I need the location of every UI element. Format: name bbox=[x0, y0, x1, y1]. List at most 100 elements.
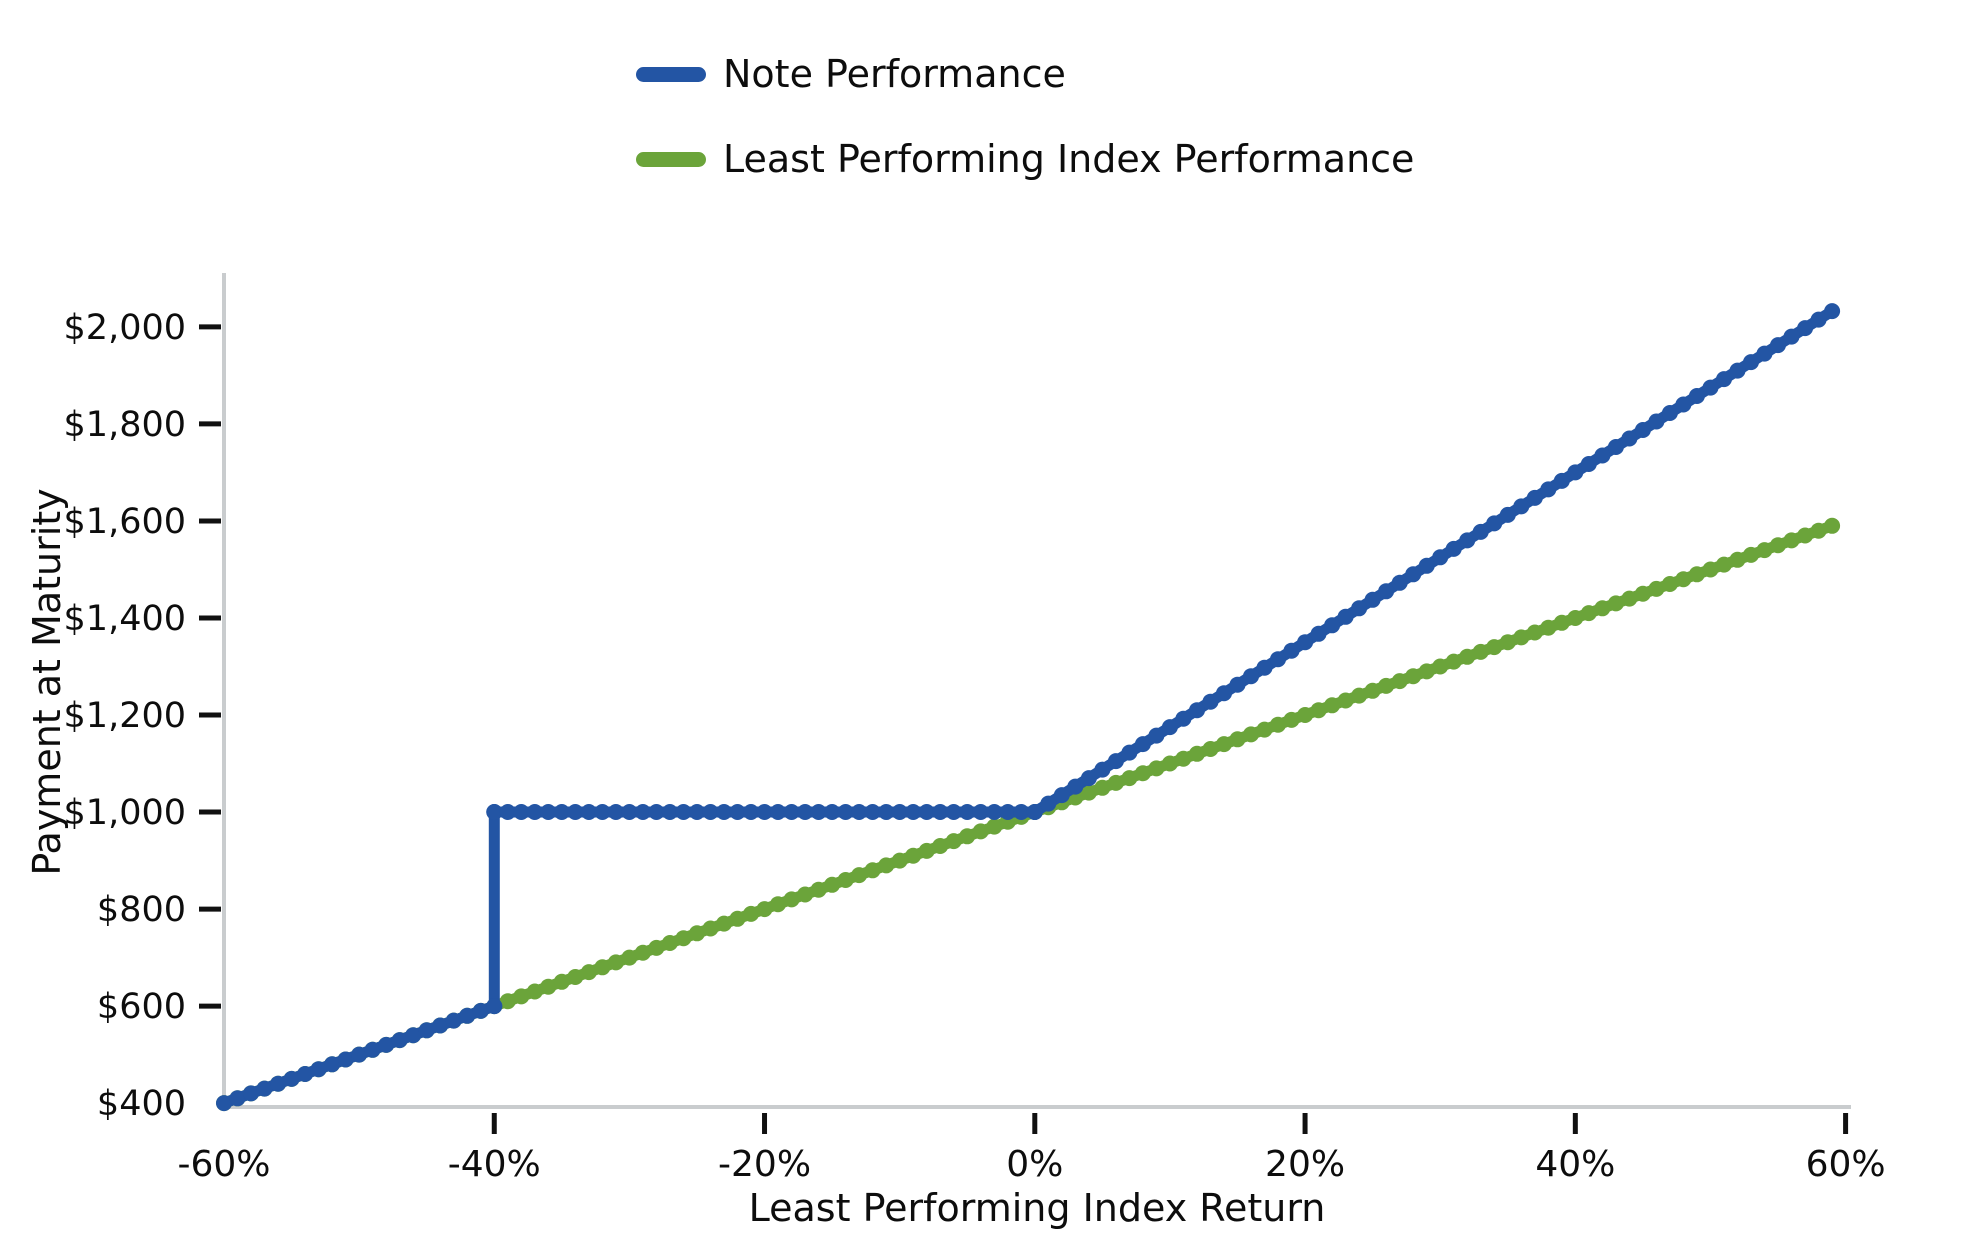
least-performing-index-performance-marker bbox=[648, 939, 665, 956]
note-performance-marker bbox=[1499, 506, 1516, 523]
note-performance-marker bbox=[351, 1046, 368, 1063]
note-performance-marker bbox=[729, 804, 746, 820]
note-performance-marker bbox=[999, 804, 1016, 820]
least-performing-index-performance-marker bbox=[702, 920, 719, 937]
note-performance-marker bbox=[310, 1061, 327, 1078]
note-performance-marker bbox=[1567, 464, 1584, 481]
least-performing-index-performance-marker bbox=[1391, 673, 1408, 690]
note-performance-marker bbox=[810, 804, 827, 820]
least-performing-index-performance-marker bbox=[1107, 774, 1124, 791]
y-tick-label: $1,400 bbox=[64, 599, 186, 639]
x-axis-ticks: -60% -40% -20% 0% 20% 40% 60% bbox=[177, 1113, 1886, 1185]
note-performance-marker bbox=[445, 1012, 462, 1029]
least-performing-index-performance-marker bbox=[810, 881, 827, 898]
least-performing-index-performance-marker bbox=[1553, 614, 1570, 631]
note-performance-marker bbox=[1743, 354, 1759, 371]
note-performance-marker bbox=[486, 998, 503, 1015]
note-performance-marker bbox=[256, 1080, 273, 1097]
least-performing-index-performance-marker bbox=[594, 959, 611, 976]
note-performance-marker bbox=[405, 1027, 422, 1044]
x-tick-label: -20% bbox=[718, 1144, 811, 1185]
least-performing-index-performance-marker bbox=[1459, 648, 1476, 665]
least-performing-index-performance-marker bbox=[1607, 595, 1624, 612]
note-performance-marker bbox=[1607, 439, 1624, 455]
note-performance-marker bbox=[1702, 379, 1719, 396]
x-tick-label: -40% bbox=[448, 1144, 541, 1185]
legend-item-index-performance: Least Performing Index Performance bbox=[636, 138, 1414, 180]
note-performance-marker bbox=[216, 1095, 232, 1112]
legend-item-note-performance: Note Performance bbox=[636, 53, 1414, 95]
note-performance-marker bbox=[945, 804, 962, 820]
least-performing-index-performance-marker bbox=[1729, 551, 1746, 568]
note-performance-marker bbox=[364, 1041, 381, 1058]
note-performance-marker bbox=[324, 1056, 341, 1073]
note-performance-marker bbox=[661, 804, 678, 820]
note-performance-marker bbox=[1783, 328, 1800, 345]
note-performance-marker bbox=[716, 804, 732, 820]
least-performing-index-performance-marker bbox=[1540, 619, 1557, 636]
y-tick-label: $400 bbox=[97, 1084, 186, 1124]
note-performance-marker bbox=[337, 1051, 354, 1068]
least-performing-index-performance-marker bbox=[1080, 784, 1097, 801]
note-performance-marker bbox=[1432, 549, 1449, 566]
note-performance-marker bbox=[770, 804, 786, 820]
least-performing-index-performance-marker bbox=[905, 847, 922, 864]
note-performance-marker bbox=[986, 804, 1003, 820]
least-performing-index-performance-marker bbox=[986, 818, 1003, 835]
y-tick-label: $2,000 bbox=[64, 308, 186, 348]
least-performing-index-performance-marker bbox=[1378, 677, 1395, 694]
note-performance-marker bbox=[1756, 345, 1773, 362]
note-performance-marker bbox=[1013, 804, 1030, 820]
y-axis-title: Payment at Maturity bbox=[25, 488, 69, 876]
note-performance-marker bbox=[1594, 447, 1611, 464]
least-performing-index-performance-marker bbox=[756, 901, 773, 918]
note-performance-marker bbox=[526, 804, 543, 820]
least-performing-index-performance-marker bbox=[1797, 527, 1814, 544]
note-performance-marker bbox=[1067, 778, 1084, 795]
note-performance-marker bbox=[783, 804, 800, 820]
note-performance-marker bbox=[1337, 608, 1354, 625]
note-performance-line bbox=[218, 305, 1838, 1109]
least-performing-index-performance-marker bbox=[1175, 750, 1192, 767]
x-tick-label: 60% bbox=[1806, 1144, 1886, 1185]
note-performance-marker bbox=[959, 804, 976, 820]
least-performing-index-performance-marker bbox=[634, 944, 651, 961]
note-performance-marker bbox=[297, 1066, 314, 1082]
note-performance-marker bbox=[1324, 617, 1341, 634]
note-performance-marker bbox=[229, 1090, 246, 1107]
note-performance-marker bbox=[594, 804, 611, 820]
least-performing-index-performance-marker bbox=[716, 915, 732, 932]
note-performance-marker bbox=[1634, 422, 1651, 438]
note-performance-marker bbox=[378, 1036, 395, 1053]
y-axis-ticks: $400 $600 $800 $1,000 $1,200 $1,400 $1,600 $1,8… bbox=[64, 308, 221, 1124]
least-performing-index-performance-marker bbox=[567, 969, 584, 985]
least-performing-index-performance-marker bbox=[783, 891, 800, 908]
least-performing-index-performance-marker bbox=[918, 842, 935, 859]
note-performance-marker bbox=[418, 1022, 435, 1039]
note-performance-marker bbox=[918, 804, 935, 820]
legend: Note Performance Least Performing Index … bbox=[636, 53, 1414, 223]
least-performing-index-performance-marker bbox=[1310, 702, 1327, 719]
note-performance-marker bbox=[486, 804, 503, 820]
note-performance-marker bbox=[1824, 303, 1841, 320]
least-performing-index-performance-marker bbox=[1418, 663, 1435, 680]
note-performance-marker bbox=[1378, 583, 1395, 600]
note-performance-marker bbox=[1229, 676, 1246, 693]
note-performance-marker bbox=[1351, 600, 1368, 617]
note-performance-marker bbox=[1364, 591, 1381, 608]
note-performance-marker bbox=[1310, 625, 1327, 642]
least-performing-index-performance-marker bbox=[797, 886, 814, 903]
least-performing-index-performance-marker bbox=[729, 910, 746, 927]
note-performance-marker bbox=[1107, 753, 1124, 770]
least-performing-index-performance-marker bbox=[1324, 697, 1341, 714]
least-performing-index-performance-marker bbox=[1648, 580, 1665, 597]
note-performance-marker bbox=[743, 804, 759, 820]
note-performance-marker bbox=[1026, 804, 1043, 820]
note-performance-marker bbox=[1513, 498, 1530, 515]
index-performance-swatch bbox=[636, 151, 706, 167]
index-performance-legend-label: Least Performing Index Performance bbox=[723, 137, 1415, 181]
note-performance-swatch bbox=[636, 66, 706, 82]
note-performance-marker bbox=[634, 804, 651, 820]
